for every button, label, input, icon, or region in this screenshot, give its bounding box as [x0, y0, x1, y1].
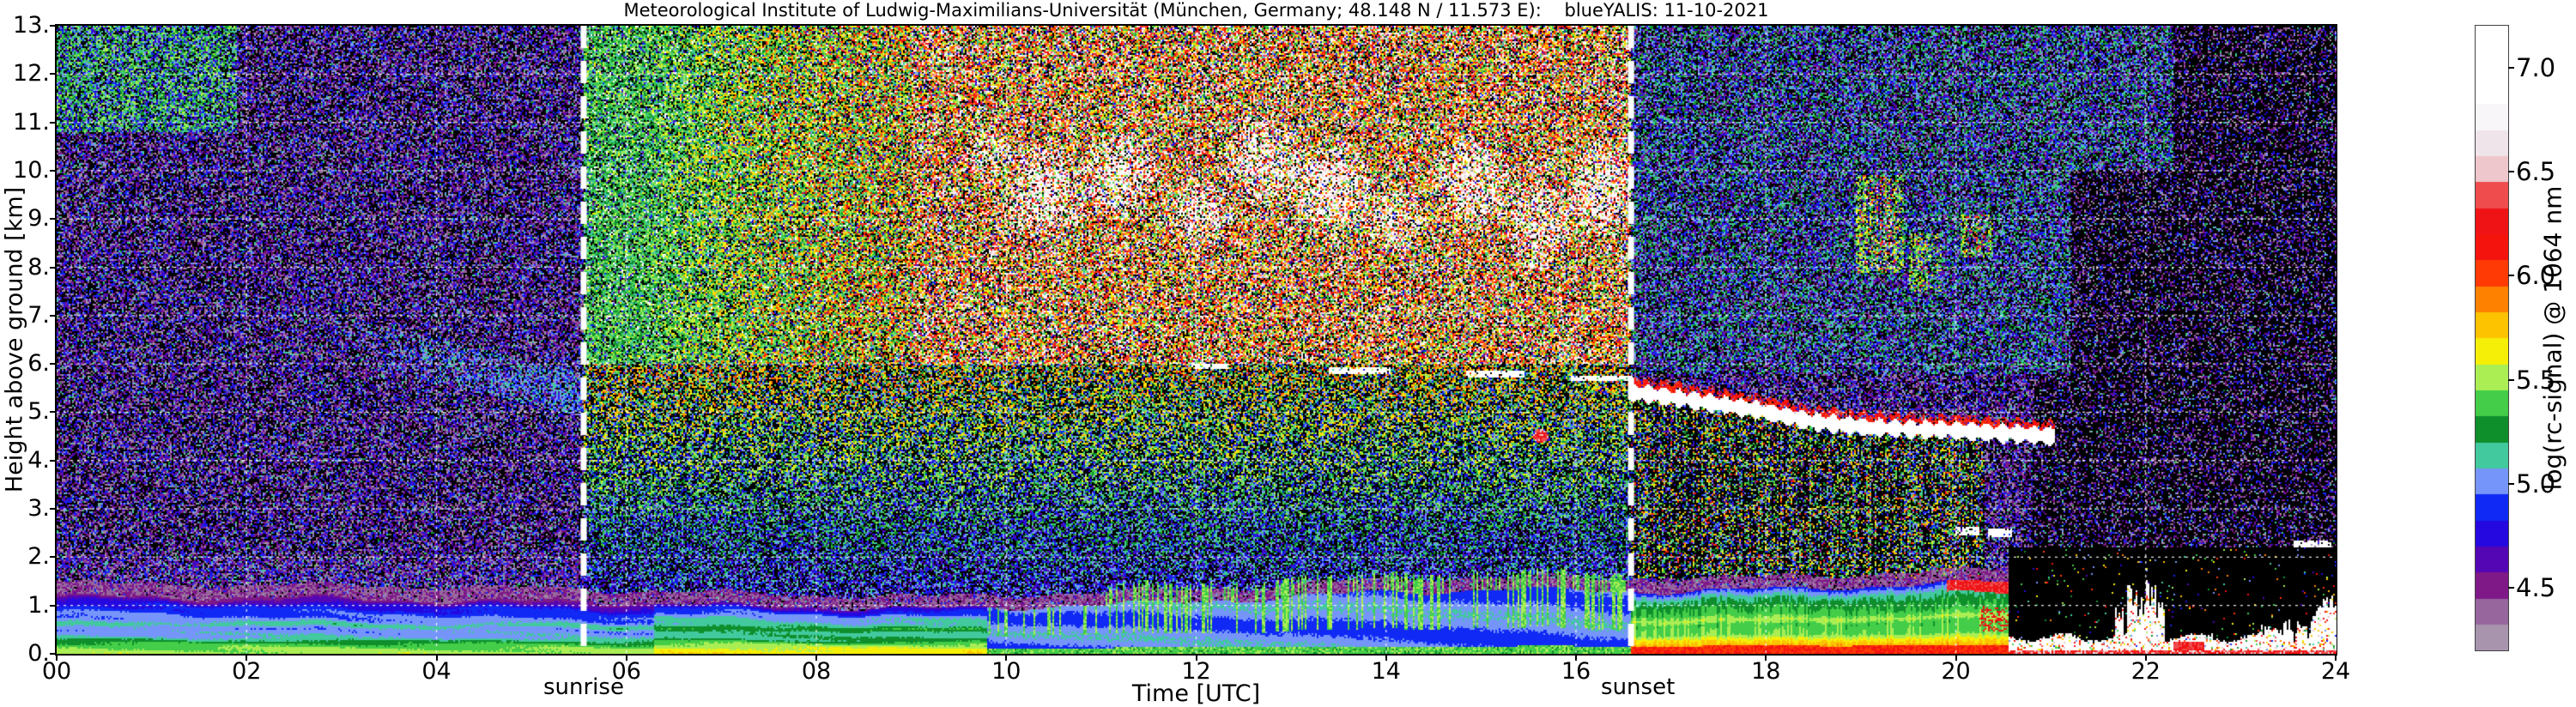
x-tick-mark	[1575, 656, 1577, 661]
x-tick-label: 24	[2320, 658, 2351, 685]
y-tick-mark	[50, 266, 55, 269]
y-axis-label: Height above ground [km]	[1, 186, 28, 493]
colorbar-canvas	[2476, 26, 2508, 650]
y-tick-label: 9.	[27, 205, 50, 233]
y-tick-label: 5.	[27, 398, 50, 426]
x-tick-label: 20	[1941, 658, 1971, 685]
y-tick-mark	[50, 25, 55, 27]
y-tick-mark	[50, 169, 55, 172]
y-tick-label: 4.	[27, 446, 50, 474]
y-tick-label: 3.	[27, 495, 50, 523]
colorbar-tick-label: 6.0	[2516, 261, 2556, 291]
y-tick-mark	[50, 556, 55, 559]
y-tick-mark	[50, 73, 55, 76]
x-tick-mark	[1005, 656, 1008, 661]
x-tick-mark	[245, 656, 248, 661]
colorbar-label: log(rc-signal) @ 1064 nm	[2538, 185, 2567, 491]
colorbar-tick-mark	[2508, 66, 2514, 69]
colorbar-tick-label: 5.0	[2516, 468, 2556, 499]
y-tick-label: 6.	[27, 350, 50, 378]
y-tick-label: 1.	[27, 591, 50, 619]
x-tick-mark	[2335, 656, 2337, 661]
colorbar-tick-mark	[2508, 482, 2514, 485]
x-tick-mark	[625, 656, 627, 661]
x-tick-mark	[1955, 656, 1957, 661]
heatmap-canvas	[57, 26, 2337, 654]
x-tick-label: 12	[1181, 658, 1211, 685]
colorbar-tick-mark	[2508, 378, 2514, 381]
y-tick-mark	[50, 218, 55, 221]
x-tick-label: 06	[611, 658, 641, 685]
colorbar-tick-mark	[2508, 587, 2514, 589]
y-tick-mark	[50, 314, 55, 317]
colorbar-tick-label: 5.5	[2516, 365, 2556, 395]
x-tick-label: 08	[801, 658, 832, 685]
colorbar-tick-label: 6.5	[2516, 156, 2556, 186]
colorbar-tick-label: 4.5	[2516, 573, 2556, 603]
x-tick-mark	[1385, 656, 1387, 661]
x-tick-mark	[815, 656, 817, 661]
x-tick-mark	[435, 656, 438, 661]
y-tick-mark	[50, 459, 55, 462]
y-tick-label: 13.	[13, 12, 50, 39]
y-tick-label: 10.	[13, 156, 50, 184]
x-tick-label: 16	[1561, 658, 1591, 685]
sunset-annotation-label: sunset	[1601, 674, 1676, 700]
x-tick-label: 10	[991, 658, 1021, 685]
x-tick-label: 02	[232, 658, 262, 685]
x-tick-label: 04	[421, 658, 452, 685]
y-tick-label: 11.	[13, 108, 50, 136]
x-tick-mark	[1765, 656, 1767, 661]
colorbar-tick-label: 7.0	[2516, 52, 2556, 82]
y-tick-mark	[50, 653, 55, 655]
figure-title: Meteorological Institute of Ludwig-Maxim…	[623, 0, 1769, 21]
y-tick-label: 2.	[27, 543, 50, 571]
x-tick-label: 22	[2131, 658, 2161, 685]
x-axis-label: Time [UTC]	[1131, 680, 1261, 707]
y-tick-mark	[50, 363, 55, 366]
y-tick-label: 0.	[27, 640, 50, 667]
x-tick-mark	[1195, 656, 1197, 661]
x-tick-mark	[56, 656, 58, 661]
x-tick-label: 18	[1751, 658, 1781, 685]
colorbar-tick-mark	[2508, 275, 2514, 277]
y-tick-mark	[50, 508, 55, 511]
y-tick-mark	[50, 604, 55, 607]
y-tick-mark	[50, 121, 55, 124]
y-tick-mark	[50, 411, 55, 414]
x-tick-mark	[2144, 656, 2147, 661]
y-tick-label: 8.	[27, 253, 50, 281]
sunrise-annotation-label: sunrise	[542, 674, 624, 700]
y-tick-label: 12.	[13, 60, 50, 88]
x-tick-label: 14	[1371, 658, 1401, 685]
colorbar-tick-mark	[2508, 170, 2514, 172]
y-tick-label: 7.	[27, 301, 50, 329]
x-tick-label: 00	[41, 658, 72, 685]
